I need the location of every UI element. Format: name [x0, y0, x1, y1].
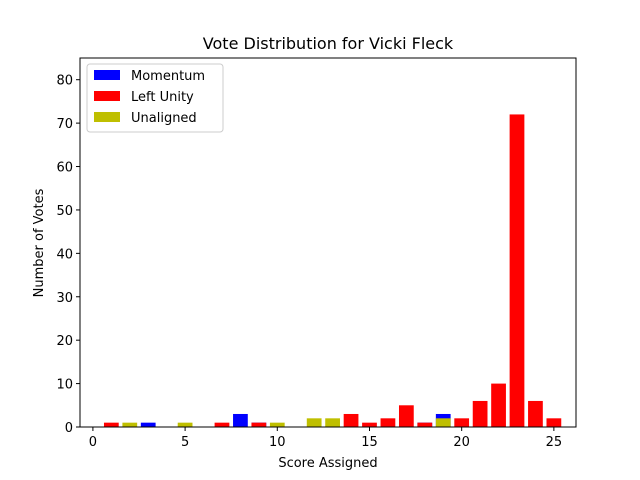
y-tick-label-20: 20 — [56, 334, 73, 349]
x-tick-label-0: 0 — [89, 435, 97, 450]
legend-label-momentum: Momentum — [131, 69, 205, 84]
y-tick-label-70: 70 — [56, 117, 73, 132]
bar-left-unity-15 — [362, 422, 377, 427]
bar-left-unity-18 — [417, 422, 433, 427]
bar-momentum-8 — [233, 413, 248, 427]
y-tick-label-0: 0 — [65, 421, 73, 436]
y-axis-ticks: 0 10 20 30 40 50 60 70 80 — [56, 74, 80, 436]
y-tick-label-50: 50 — [56, 204, 73, 219]
legend-swatch-momentum — [94, 70, 120, 80]
chart-title: Vote Distribution for Vicki Fleck — [203, 34, 454, 53]
bar-left-unity-16 — [380, 418, 396, 427]
x-tick-label-5: 5 — [181, 435, 189, 450]
y-tick-label-60: 60 — [56, 161, 73, 176]
bar-unaligned-10 — [269, 422, 285, 427]
y-tick-label-80: 80 — [56, 74, 73, 89]
bar-left-unity-20 — [454, 418, 470, 427]
y-axis-label: Number of Votes — [32, 188, 47, 297]
bar-left-unity-21 — [472, 400, 488, 427]
x-axis-ticks: 0 5 10 15 20 25 — [89, 427, 562, 450]
legend-swatch-left-unity — [94, 91, 120, 101]
legend-label-unaligned: Unaligned — [131, 111, 197, 126]
bar-left-unity-22 — [491, 383, 506, 427]
bars-layer — [103, 114, 562, 427]
bar-unaligned-19 — [435, 418, 451, 427]
x-tick-label-20: 20 — [453, 435, 470, 450]
bar-unaligned-13 — [325, 418, 340, 427]
y-tick-label-40: 40 — [56, 247, 73, 262]
bar-unaligned-5 — [177, 422, 193, 427]
bar-left-unity-1 — [103, 422, 119, 427]
bar-left-unity-25 — [546, 418, 562, 427]
legend: Momentum Left Unity Unaligned — [86, 63, 224, 133]
bar-left-unity-7 — [214, 422, 230, 427]
bar-unaligned-12 — [306, 418, 322, 427]
bar-left-unity-24 — [528, 400, 543, 427]
legend-swatch-unaligned — [94, 112, 120, 122]
bar-unaligned-2 — [122, 422, 138, 427]
legend-label-left-unity: Left Unity — [131, 90, 194, 105]
x-axis-label: Score Assigned — [278, 456, 377, 471]
x-tick-label-10: 10 — [269, 435, 286, 450]
bar-left-unity-23 — [509, 114, 525, 427]
bar-left-unity-17 — [398, 405, 414, 427]
plot-frame — [79, 57, 577, 428]
x-tick-label-25: 25 — [546, 435, 563, 450]
y-tick-label-30: 30 — [56, 291, 73, 306]
bar-left-unity-9 — [251, 422, 267, 427]
legend-box — [86, 63, 224, 133]
bar-momentum-3 — [140, 422, 156, 427]
y-tick-label-10: 10 — [56, 378, 73, 393]
x-tick-label-15: 15 — [361, 435, 378, 450]
bar-left-unity-14 — [343, 413, 359, 427]
